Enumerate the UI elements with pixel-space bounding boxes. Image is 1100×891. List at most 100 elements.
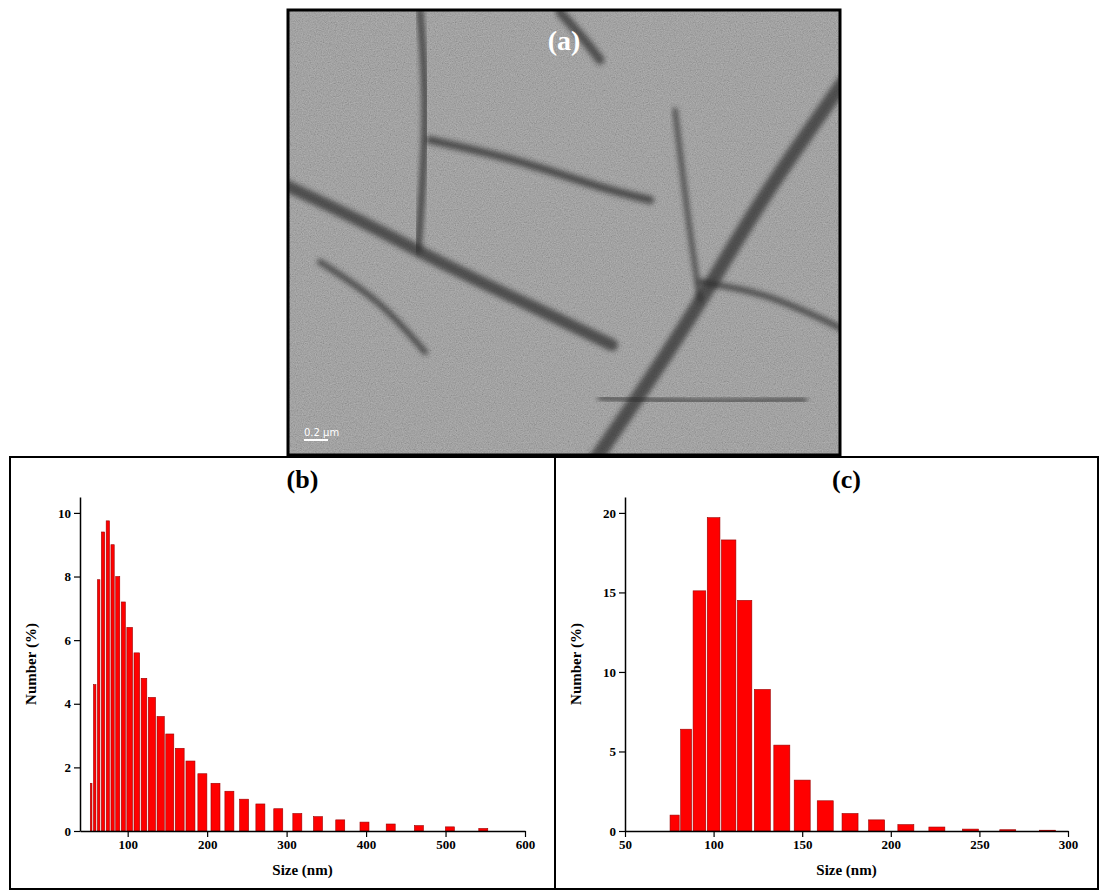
y-tick-mark xyxy=(74,704,80,705)
y-tick: 4 xyxy=(65,696,81,711)
x-tick-mark xyxy=(445,831,446,837)
x-axis-title: Size (nm) xyxy=(272,862,332,879)
bar xyxy=(707,518,720,831)
bar xyxy=(929,827,945,831)
y-tick-label: 10 xyxy=(603,665,616,680)
bar xyxy=(93,685,95,831)
x-tick-label: 150 xyxy=(793,837,813,852)
x-tick: 100 xyxy=(704,831,724,852)
y-tick-mark xyxy=(619,751,625,752)
bar xyxy=(963,829,979,831)
bar xyxy=(121,602,125,831)
bar xyxy=(101,532,104,831)
bars xyxy=(90,521,487,831)
bar xyxy=(134,653,140,831)
bar xyxy=(869,820,885,831)
fibre xyxy=(675,110,700,300)
x-tick-mark xyxy=(1068,831,1069,837)
bar xyxy=(336,820,345,831)
y-tick-label: 4 xyxy=(65,696,72,711)
y-tick-label: 8 xyxy=(65,569,72,584)
y-tick-mark xyxy=(74,831,80,832)
y-tick: 10 xyxy=(603,665,625,680)
x-axis-line xyxy=(81,831,526,833)
fibre xyxy=(430,140,650,200)
x-tick-mark xyxy=(713,831,714,837)
x-axis: 100 200 300 400 500 600 xyxy=(81,831,536,852)
y-axis-line xyxy=(625,498,627,832)
bar xyxy=(721,540,735,831)
y-tick-mark xyxy=(74,767,80,768)
x-tick-label: 250 xyxy=(970,837,990,852)
x-tick-label: 600 xyxy=(516,837,536,852)
y-tick-mark xyxy=(619,592,625,593)
figure: (a)0.2 μm1002003004005006000246810(b)Siz… xyxy=(0,0,1100,891)
x-tick: 400 xyxy=(357,831,377,852)
x-tick-mark xyxy=(979,831,980,837)
panel-title: (b) xyxy=(287,465,319,494)
y-tick: 15 xyxy=(603,585,625,600)
x-tick-mark xyxy=(287,831,288,837)
bar xyxy=(116,577,120,831)
bar xyxy=(148,697,155,831)
y-tick: 0 xyxy=(65,824,81,839)
bar xyxy=(157,716,164,831)
bar xyxy=(186,761,195,831)
x-tick-mark xyxy=(207,831,208,837)
y-axis-line xyxy=(80,498,82,832)
bar xyxy=(293,814,302,831)
y-tick: 6 xyxy=(65,633,81,648)
fibre xyxy=(600,398,805,401)
y-axis-title: Number (%) xyxy=(23,623,40,705)
bar xyxy=(111,545,114,831)
fibre xyxy=(595,80,840,455)
x-tick-label: 500 xyxy=(436,837,456,852)
x-tick-label: 300 xyxy=(1059,837,1079,852)
x-tick: 300 xyxy=(277,831,297,852)
scale-bar-label: 0.2 μm xyxy=(304,427,339,438)
scale-bar xyxy=(304,439,328,441)
x-tick: 100 xyxy=(118,831,138,852)
histogram-panel: 5010015020025030005101520(c)Size (nm)Num… xyxy=(555,457,1098,889)
x-tick-label: 100 xyxy=(704,837,724,852)
bar xyxy=(127,627,133,831)
bar xyxy=(386,824,395,831)
x-tick-mark xyxy=(366,831,367,837)
fibre xyxy=(288,185,612,345)
x-tick-label: 200 xyxy=(882,837,902,852)
y-axis: 0246810 xyxy=(58,498,81,839)
y-tick-label: 0 xyxy=(65,824,72,839)
bar xyxy=(681,729,692,831)
bar xyxy=(97,580,99,831)
bar xyxy=(198,774,207,831)
y-tick-mark xyxy=(619,831,625,832)
bar xyxy=(225,791,234,831)
x-tick-mark xyxy=(625,831,626,837)
x-tick: 200 xyxy=(198,831,218,852)
panel-frame xyxy=(555,457,1098,889)
bar xyxy=(670,815,679,831)
y-tick-mark xyxy=(619,672,625,673)
bar xyxy=(774,745,790,831)
y-tick-label: 20 xyxy=(603,506,616,521)
y-tick-mark xyxy=(619,513,625,514)
x-tick-mark xyxy=(891,831,892,837)
y-tick-label: 10 xyxy=(58,506,71,521)
x-tick: 250 xyxy=(970,831,990,852)
bar xyxy=(166,734,174,831)
bar xyxy=(754,689,770,831)
panel-frame xyxy=(288,10,840,455)
y-tick-label: 6 xyxy=(65,633,72,648)
x-tick-label: 50 xyxy=(619,837,632,852)
bar xyxy=(479,828,488,831)
bar xyxy=(898,825,914,831)
y-tick-label: 15 xyxy=(603,585,617,600)
panel-title: (c) xyxy=(832,465,861,494)
x-tick: 200 xyxy=(882,831,902,852)
bar xyxy=(211,783,220,831)
x-tick-label: 100 xyxy=(118,837,138,852)
bar xyxy=(842,814,858,831)
y-tick: 5 xyxy=(610,744,626,759)
x-axis: 50 100 150 200 250 300 xyxy=(619,831,1078,852)
x-tick-mark xyxy=(802,831,803,837)
